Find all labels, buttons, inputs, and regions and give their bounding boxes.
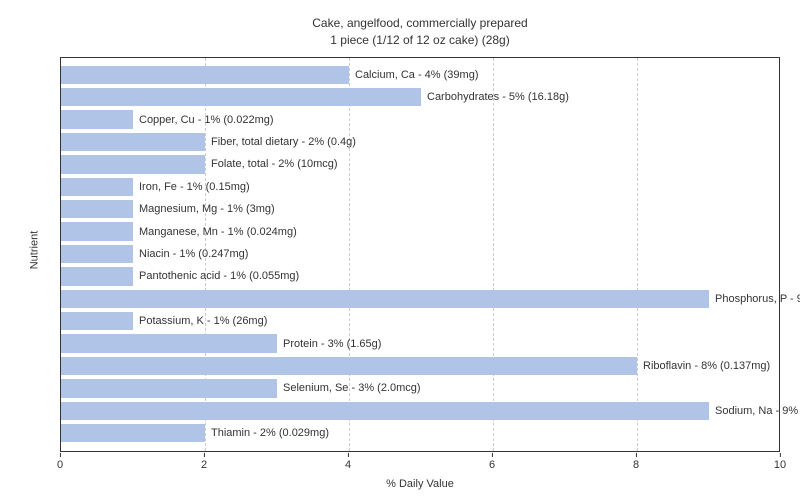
bar-label: Manganese, Mn - 1% (0.024mg) xyxy=(139,226,297,238)
bar xyxy=(61,222,133,240)
bar xyxy=(61,88,421,106)
bar-label: Protein - 3% (1.65g) xyxy=(283,338,381,350)
x-tick: 6 xyxy=(489,453,495,471)
chart-title: Cake, angelfood, commercially prepared 1… xyxy=(60,15,780,49)
bar xyxy=(61,312,133,330)
bar-row: Sodium, Na - 9% (210mg) xyxy=(61,400,779,422)
bar-label: Magnesium, Mg - 1% (3mg) xyxy=(139,203,275,215)
bar-row: Selenium, Se - 3% (2.0mcg) xyxy=(61,377,779,399)
x-tick-label: 0 xyxy=(57,459,63,471)
bar xyxy=(61,66,349,84)
bar-label: Phosphorus, P - 9% (91mg) xyxy=(715,293,800,305)
x-tick-mark xyxy=(204,453,205,457)
y-axis-label: Nutrient xyxy=(28,231,40,270)
bar xyxy=(61,424,205,442)
bar xyxy=(61,245,133,263)
bar-row: Potassium, K - 1% (26mg) xyxy=(61,310,779,332)
bar xyxy=(61,110,133,128)
bar-label: Sodium, Na - 9% (210mg) xyxy=(715,405,800,417)
bar-row: Pantothenic acid - 1% (0.055mg) xyxy=(61,265,779,287)
x-tick-mark xyxy=(780,453,781,457)
chart-title-line1: Cake, angelfood, commercially prepared xyxy=(60,15,780,32)
bars-container: Calcium, Ca - 4% (39mg) Carbohydrates - 5… xyxy=(61,58,779,451)
bar-label: Riboflavin - 8% (0.137mg) xyxy=(643,360,770,372)
x-tick-mark xyxy=(492,453,493,457)
bar xyxy=(61,267,133,285)
bar-row: Copper, Cu - 1% (0.022mg) xyxy=(61,108,779,130)
nutrient-chart: Cake, angelfood, commercially prepared 1… xyxy=(0,0,800,500)
bar-row: Folate, total - 2% (10mcg) xyxy=(61,153,779,175)
bar xyxy=(61,379,277,397)
bar-label: Folate, total - 2% (10mcg) xyxy=(211,158,338,170)
x-tick: 10 xyxy=(774,453,786,471)
x-tick: 4 xyxy=(345,453,351,471)
bar-label: Iron, Fe - 1% (0.15mg) xyxy=(139,181,250,193)
chart-title-line2: 1 piece (1/12 of 12 oz cake) (28g) xyxy=(60,32,780,49)
bar-row: Phosphorus, P - 9% (91mg) xyxy=(61,288,779,310)
x-tick: 0 xyxy=(57,453,63,471)
x-tick-mark xyxy=(348,453,349,457)
x-tick: 2 xyxy=(201,453,207,471)
bar xyxy=(61,178,133,196)
bar-label: Selenium, Se - 3% (2.0mcg) xyxy=(283,382,421,394)
x-tick-mark xyxy=(60,453,61,457)
bar-label: Thiamin - 2% (0.029mg) xyxy=(211,427,329,439)
bar-row: Thiamin - 2% (0.029mg) xyxy=(61,422,779,444)
x-tick-mark xyxy=(636,453,637,457)
bar xyxy=(61,357,637,375)
plot-area: Calcium, Ca - 4% (39mg) Carbohydrates - 5… xyxy=(60,57,780,452)
bar-row: Iron, Fe - 1% (0.15mg) xyxy=(61,176,779,198)
x-tick-label: 2 xyxy=(201,459,207,471)
bar-label: Copper, Cu - 1% (0.022mg) xyxy=(139,114,274,126)
bar-label: Fiber, total dietary - 2% (0.4g) xyxy=(211,136,356,148)
bar-row: Carbohydrates - 5% (16.18g) xyxy=(61,86,779,108)
bar-row: Riboflavin - 8% (0.137mg) xyxy=(61,355,779,377)
bar xyxy=(61,155,205,173)
bar-row: Calcium, Ca - 4% (39mg) xyxy=(61,64,779,86)
bar-row: Protein - 3% (1.65g) xyxy=(61,332,779,354)
bar xyxy=(61,290,709,308)
bar-label: Potassium, K - 1% (26mg) xyxy=(139,315,267,327)
bar xyxy=(61,402,709,420)
bar-label: Carbohydrates - 5% (16.18g) xyxy=(427,91,569,103)
x-tick-label: 8 xyxy=(633,459,639,471)
bar-label: Niacin - 1% (0.247mg) xyxy=(139,248,248,260)
x-tick-label: 6 xyxy=(489,459,495,471)
bar xyxy=(61,133,205,151)
bar-row: Manganese, Mn - 1% (0.024mg) xyxy=(61,220,779,242)
bar-label: Pantothenic acid - 1% (0.055mg) xyxy=(139,270,299,282)
x-axis-label: % Daily Value xyxy=(60,478,780,490)
bar-row: Niacin - 1% (0.247mg) xyxy=(61,243,779,265)
bar-label: Calcium, Ca - 4% (39mg) xyxy=(355,69,478,81)
bar-row: Magnesium, Mg - 1% (3mg) xyxy=(61,198,779,220)
x-tick-label: 10 xyxy=(774,459,786,471)
x-tick-label: 4 xyxy=(345,459,351,471)
bar xyxy=(61,200,133,218)
x-tick: 8 xyxy=(633,453,639,471)
bar-row: Fiber, total dietary - 2% (0.4g) xyxy=(61,131,779,153)
bar xyxy=(61,334,277,352)
